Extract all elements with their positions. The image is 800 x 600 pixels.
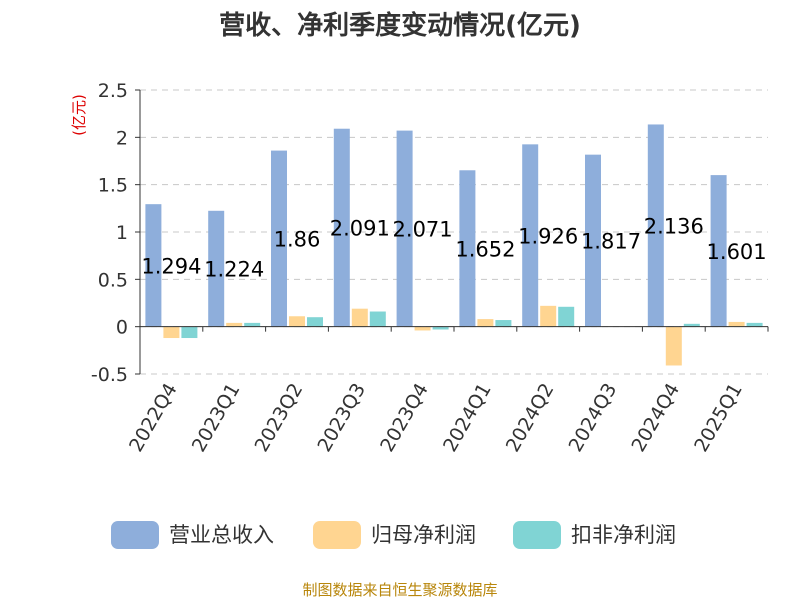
bar-扣非净利润-2022Q4 [181, 326, 198, 339]
x-tick-label: 2023Q1 [188, 380, 245, 456]
x-tick-label: 2024Q1 [439, 380, 496, 456]
data-label: 1.817 [581, 230, 641, 254]
bar-归母净利润-2023Q2 [289, 316, 305, 327]
bar-series [145, 124, 763, 366]
data-label: 1.926 [518, 225, 578, 249]
y-axis-ticks: 2.5 2 1.5 1 0.5 0 -0.5 [91, 80, 140, 386]
legend-swatch [313, 521, 361, 549]
bar-扣非净利润-2023Q2 [307, 317, 323, 327]
bar-归母净利润-2023Q1 [226, 322, 243, 327]
y-tick-label: 1.5 [98, 175, 128, 197]
bar-扣非净利润-2023Q4 [432, 326, 449, 330]
y-tick-label: 0 [116, 317, 128, 339]
x-tick-label: 2023Q2 [251, 380, 308, 456]
bar-扣非净利润-2024Q2 [558, 306, 575, 327]
bar-扣非净利润-2023Q1 [244, 322, 261, 327]
bar-扣非净利润-2024Q4 [683, 323, 700, 327]
legend: 营业总收入 归母净利润 扣非净利润 [111, 521, 676, 549]
bar-营业总收入-2023Q2 [271, 150, 287, 327]
data-label: 2.136 [644, 215, 704, 239]
y-tick-label: 0.5 [98, 269, 128, 291]
bar-扣非净利润-2025Q1 [746, 322, 763, 327]
bar-营业总收入-2024Q2 [522, 144, 539, 327]
legend-label: 扣非净利润 [571, 523, 676, 547]
bar-营业总收入-2023Q4 [396, 130, 413, 327]
bar-扣非净利润-2024Q1 [495, 320, 512, 327]
y-axis-unit: (亿元) [70, 94, 88, 136]
source-note: 制图数据来自恒生聚源数据库 [302, 581, 497, 599]
data-label: 1.294 [141, 254, 201, 278]
legend-swatch [513, 521, 561, 549]
data-label: 1.224 [204, 258, 264, 282]
bar-归母净利润-2023Q4 [414, 326, 431, 331]
x-tick-label: 2022Q4 [125, 380, 182, 456]
x-tick-label: 2023Q3 [313, 380, 370, 456]
x-tick-label: 2024Q2 [502, 380, 559, 456]
x-tick-label: 2024Q3 [565, 380, 622, 456]
y-tick-label: -0.5 [91, 364, 128, 386]
y-tick-label: 2 [116, 127, 128, 149]
data-label: 1.601 [707, 240, 767, 264]
data-label: 2.071 [393, 218, 453, 242]
bar-营业总收入-2022Q4 [145, 204, 162, 327]
bar-营业总收入-2023Q3 [333, 128, 350, 327]
bar-归母净利润-2023Q3 [351, 308, 368, 327]
x-tick-label: 2024Q4 [627, 380, 684, 456]
bar-营业总收入-2024Q4 [647, 124, 664, 327]
bar-营业总收入-2024Q3 [585, 154, 601, 327]
y-tick-label: 2.5 [98, 80, 128, 102]
data-label: 2.091 [330, 217, 390, 241]
bar-归母净利润-2025Q1 [728, 321, 745, 327]
chart-title: 营收、净利季度变动情况(亿元) [219, 10, 581, 41]
x-tick-label: 2023Q4 [376, 380, 433, 456]
x-tick-label: 2025Q1 [690, 380, 747, 456]
bar-营业总收入-2024Q1 [459, 170, 476, 327]
legend-swatch [111, 521, 159, 549]
bar-归母净利润-2024Q2 [540, 305, 557, 327]
data-label: 1.652 [455, 237, 515, 261]
bar-营业总收入-2023Q1 [208, 210, 225, 327]
data-label: 1.86 [274, 228, 321, 252]
y-tick-label: 1 [116, 222, 128, 244]
legend-label: 营业总收入 [169, 523, 274, 547]
bar-扣非净利润-2023Q3 [369, 311, 386, 327]
bar-营业总收入-2025Q1 [710, 175, 727, 327]
bar-归母净利润-2024Q4 [665, 326, 682, 366]
legend-label: 归母净利润 [371, 523, 476, 547]
bar-归母净利润-2022Q4 [163, 326, 180, 339]
bar-归母净利润-2024Q1 [477, 319, 494, 327]
